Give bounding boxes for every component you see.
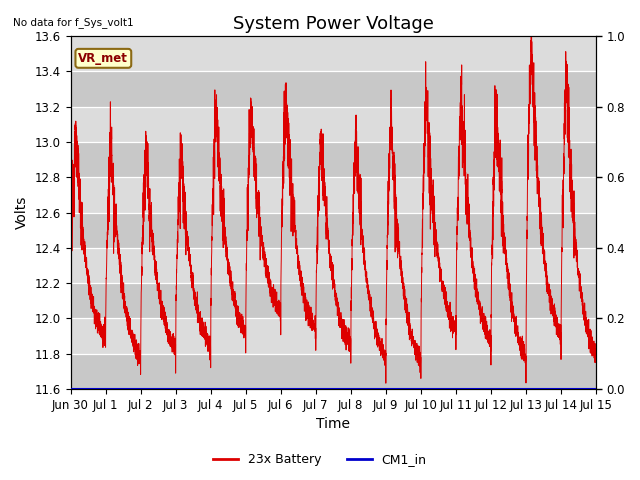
Bar xyxy=(70,177,596,213)
Bar xyxy=(70,142,596,177)
Bar xyxy=(70,354,596,389)
Legend: 23x Battery, CM1_in: 23x Battery, CM1_in xyxy=(208,448,432,471)
Bar xyxy=(70,213,596,248)
Bar xyxy=(70,107,596,142)
X-axis label: Time: Time xyxy=(316,418,350,432)
Bar xyxy=(70,283,596,319)
Title: System Power Voltage: System Power Voltage xyxy=(233,15,434,33)
Bar xyxy=(70,248,596,283)
Text: No data for f_Sys_volt1: No data for f_Sys_volt1 xyxy=(13,17,133,28)
Y-axis label: Volts: Volts xyxy=(15,196,29,229)
Text: VR_met: VR_met xyxy=(79,52,128,65)
Bar xyxy=(70,71,596,107)
Bar xyxy=(70,36,596,71)
Bar xyxy=(70,319,596,354)
